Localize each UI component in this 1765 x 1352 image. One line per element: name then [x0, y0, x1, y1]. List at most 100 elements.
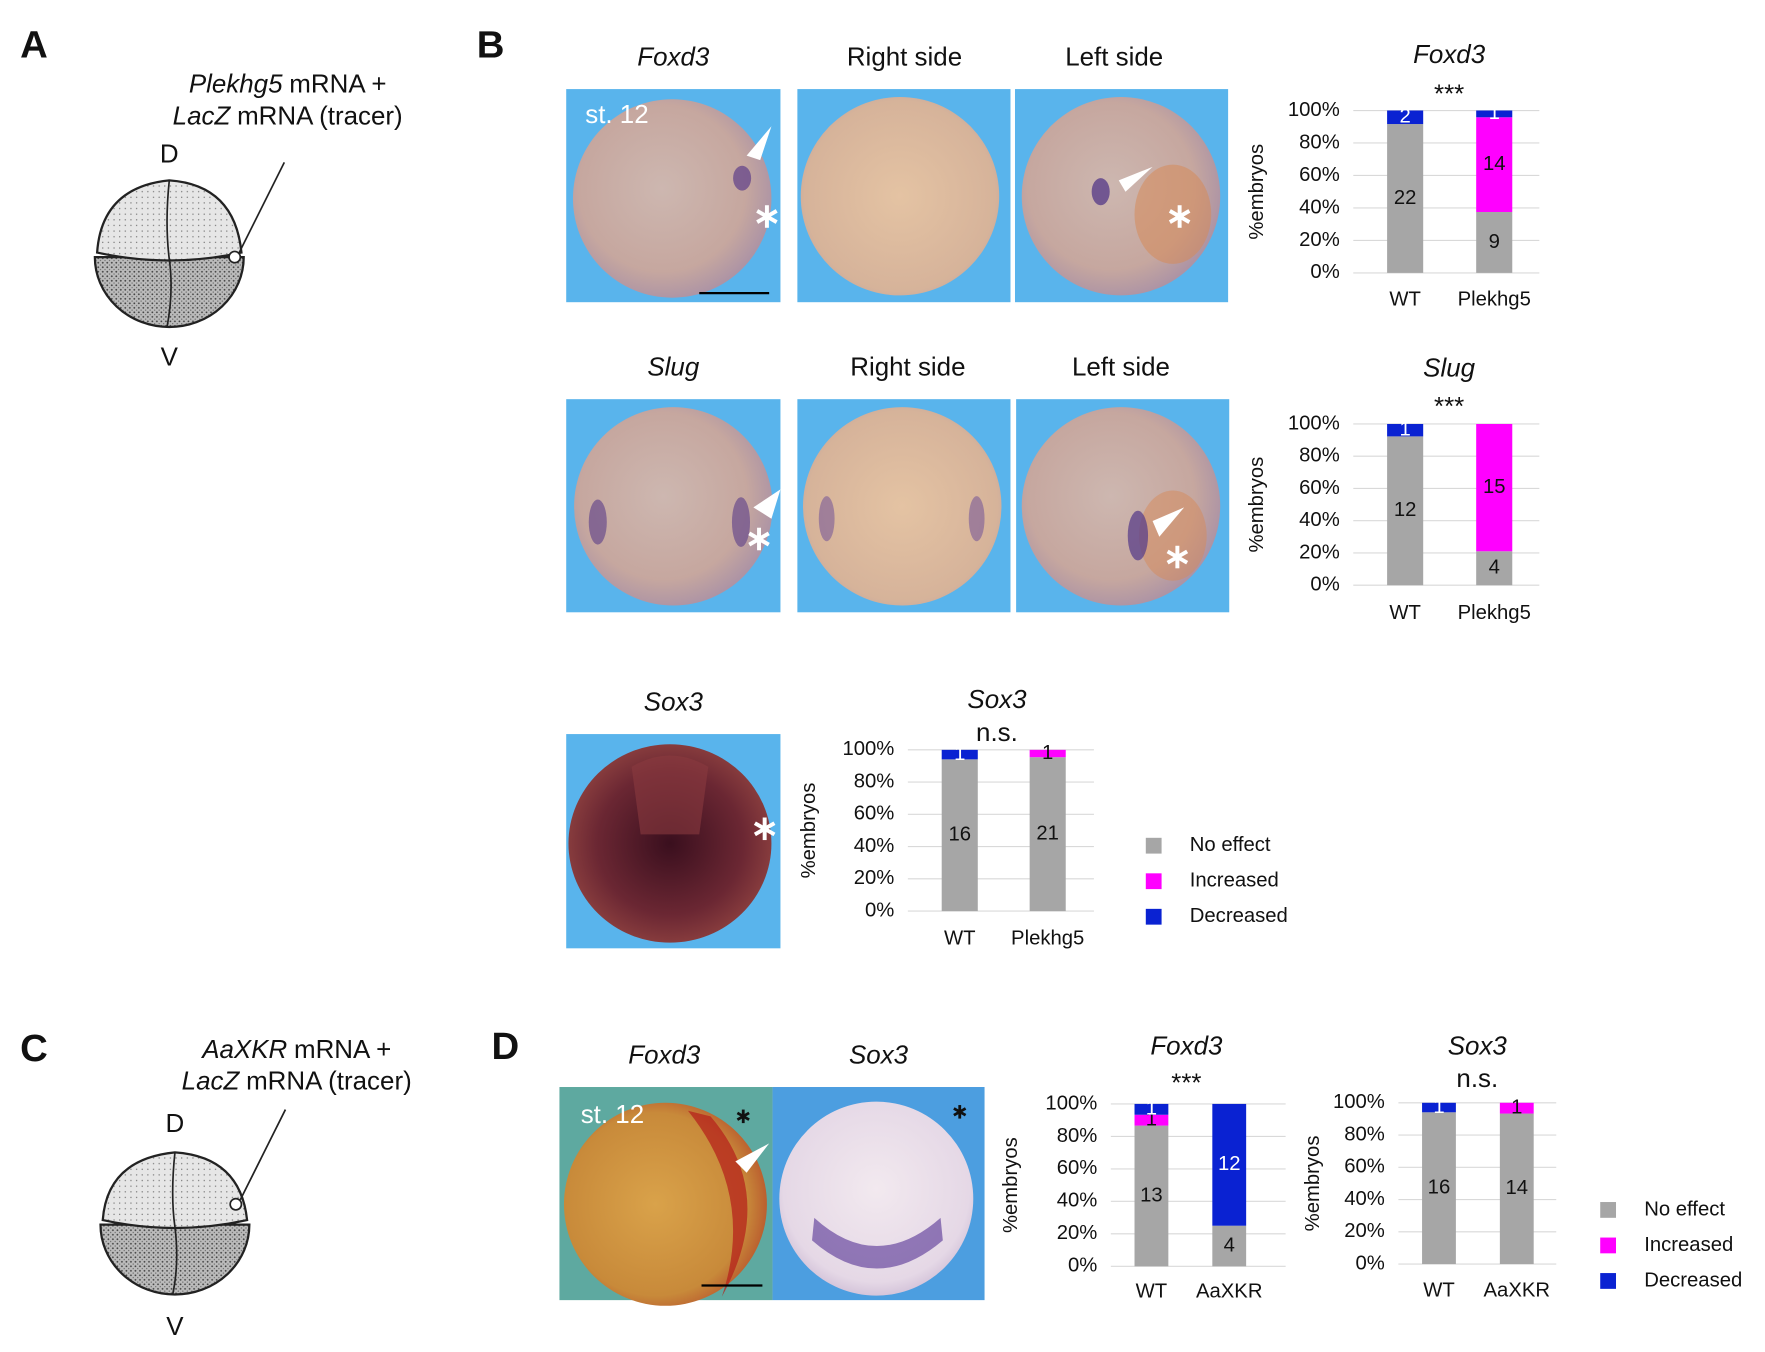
segment-label: 1 — [1511, 1097, 1522, 1119]
asterisk-stroke — [736, 1111, 750, 1121]
gene-name: Plekhg5 — [189, 71, 283, 99]
segment-label: 1 — [1489, 102, 1500, 124]
tracer-name: LacZ — [182, 1067, 241, 1095]
bar-segment — [941, 749, 978, 760]
significance: n.s. — [976, 719, 1018, 747]
y-axis-label: %embryos — [1302, 1136, 1324, 1232]
segment-label: 1 — [1400, 419, 1411, 441]
image-title: Right side — [850, 354, 965, 382]
panel-label: A — [20, 23, 48, 66]
x-tick-label: Plekhg5 — [1011, 928, 1084, 950]
stage-label: st. 12 — [581, 1101, 644, 1129]
y-tick-label: 80% — [1057, 1125, 1098, 1147]
significance: *** — [1434, 81, 1464, 109]
segment-label: 1 — [1146, 1109, 1157, 1131]
y-tick-label: 0% — [1310, 574, 1339, 596]
bar-segment — [1212, 1103, 1247, 1226]
ventral-label: V — [161, 343, 179, 371]
y-tick-label: 80% — [1299, 445, 1340, 467]
y-tick-label: 40% — [1299, 509, 1340, 531]
legend-label: No effect — [1190, 834, 1271, 856]
asterisk-stroke — [953, 1107, 967, 1117]
y-tick-label: 60% — [1057, 1157, 1098, 1179]
y-tick-label: 20% — [854, 867, 895, 889]
tracer-name: LacZ — [173, 102, 232, 130]
y-axis-label: %embryos — [1246, 457, 1268, 553]
bar-segment — [1499, 1113, 1534, 1265]
panel-label: B — [477, 23, 505, 66]
bar-segment — [1212, 1225, 1247, 1267]
legend-label: Increased — [1644, 1234, 1733, 1256]
significance: n.s. — [1456, 1065, 1498, 1093]
segment-label: 12 — [1218, 1153, 1241, 1175]
significance: *** — [1434, 393, 1464, 421]
x-tick-label: Plekhg5 — [1458, 288, 1531, 310]
image-title: Left side — [1072, 354, 1170, 382]
y-axis-label: %embryos — [1000, 1137, 1022, 1233]
x-tick-label: WT — [944, 928, 976, 950]
bar-segment — [1422, 1102, 1456, 1113]
chart-title: Slug — [1423, 355, 1475, 383]
bar-segment — [1476, 117, 1513, 212]
dorsal-label: D — [166, 1110, 185, 1138]
image-title: Foxd3 — [637, 43, 710, 71]
x-tick-label: WT — [1389, 288, 1421, 310]
bar-segment — [1029, 749, 1066, 758]
embryo — [800, 96, 1000, 296]
legend-swatch — [1600, 1273, 1617, 1289]
segment-label: 1 — [1042, 742, 1053, 764]
y-tick-label: 60% — [1299, 477, 1340, 499]
bar-segment — [1422, 1112, 1456, 1265]
y-tick-label: 0% — [1310, 261, 1339, 283]
legend-label: Decreased — [1644, 1269, 1742, 1291]
asterisk-stroke — [748, 531, 770, 547]
y-tick-label: 60% — [1299, 164, 1340, 186]
image-title: Sox3 — [644, 688, 704, 716]
significance: *** — [1171, 1070, 1201, 1098]
segment-label: 1 — [1433, 1096, 1444, 1118]
gene-rest: mRNA + — [289, 71, 386, 99]
segment-label: 14 — [1483, 153, 1506, 175]
y-tick-label: 20% — [1344, 1220, 1385, 1242]
legend-swatch — [1145, 873, 1162, 890]
y-tick-label: 80% — [854, 770, 895, 792]
gene-name: AaXKR — [200, 1036, 287, 1064]
y-axis-label: %embryos — [798, 783, 820, 879]
y-tick-label: 20% — [1299, 541, 1340, 563]
segment-label: 12 — [1394, 499, 1417, 521]
chart-title: Foxd3 — [1413, 41, 1486, 69]
bar-segment — [1387, 110, 1424, 125]
segment-label: 15 — [1483, 476, 1506, 498]
asterisks — [736, 205, 1191, 1124]
embryo — [574, 407, 773, 606]
legend-label: No effect — [1644, 1198, 1725, 1220]
y-tick-label: 100% — [1288, 99, 1340, 121]
y-tick-label: 40% — [854, 835, 895, 857]
segment-label: 1 — [1146, 1098, 1157, 1120]
bar-segment — [1387, 436, 1424, 586]
y-tick-label: 40% — [1057, 1190, 1098, 1212]
y-tick-label: 60% — [1344, 1156, 1385, 1178]
bar-segment — [1134, 1114, 1169, 1126]
tracer-line: LacZ mRNA (tracer) — [182, 1067, 412, 1095]
x-tick-label: WT — [1423, 1279, 1455, 1301]
y-tick-label: 80% — [1344, 1123, 1385, 1145]
injection-line: Plekhg5 mRNA + — [189, 71, 387, 99]
legend-label: Decreased — [1190, 905, 1288, 927]
image-title: Right side — [847, 43, 962, 71]
legend-swatch — [1145, 837, 1162, 854]
segment-label: 1 — [954, 743, 965, 765]
x-tick-label: AaXKR — [1484, 1279, 1551, 1301]
injection-line: AaXKR mRNA + — [200, 1036, 391, 1064]
tracer-rest: mRNA (tracer) — [246, 1067, 412, 1095]
asterisk-stroke — [756, 209, 778, 224]
x-tick-label: WT — [1389, 602, 1421, 624]
image-title: Sox3 — [849, 1041, 909, 1069]
bar-segment — [1476, 211, 1513, 273]
y-tick-label: 40% — [1299, 196, 1340, 218]
stage-label: st. 12 — [585, 101, 648, 129]
bar-segment — [1387, 124, 1424, 273]
y-tick-label: 60% — [854, 803, 895, 825]
bar-segment — [1476, 423, 1513, 552]
segment-label: 16 — [948, 824, 971, 846]
